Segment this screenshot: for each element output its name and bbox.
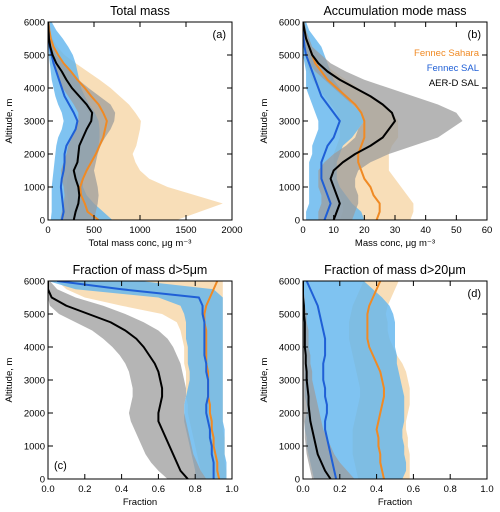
panel-label: (b) [468, 29, 481, 41]
x-tick-label: 30 [390, 225, 401, 236]
y-tick-label: 5000 [279, 310, 300, 321]
y-axis-label: Altitude, m [4, 357, 15, 402]
panel-label: (a) [213, 29, 226, 41]
y-axis-label: Altitude, m [259, 357, 270, 402]
plot-area [303, 281, 410, 479]
y-tick-label: 1000 [24, 442, 45, 453]
x-tick-label: 0.2 [333, 484, 346, 495]
x-tick-label: 0.2 [78, 484, 91, 495]
y-tick-label: 6000 [279, 18, 300, 29]
y-tick-label: 3000 [279, 376, 300, 387]
x-tick-label: 20 [359, 225, 370, 236]
panel-title: Accumulation mode mass [323, 4, 466, 18]
panel-label: (c) [54, 460, 67, 472]
x-tick-label: 2000 [221, 225, 242, 236]
y-tick-label: 4000 [24, 343, 45, 354]
legend-item-aer: AER-D SAL [429, 78, 479, 89]
y-tick-label: 1000 [279, 183, 300, 194]
median-line-aer [303, 22, 396, 220]
range-band-aer [48, 22, 116, 220]
panel-a: Total mass 0 500 1000 1500 2000 0 1000 2000 3000 4… [4, 4, 243, 249]
panel-label: (d) [468, 288, 481, 300]
x-tick-label: 1500 [175, 225, 196, 236]
y-tick-label: 3000 [24, 376, 45, 387]
legend-item-sal: Fennec SAL [427, 63, 479, 74]
y-tick-label: 1000 [24, 183, 45, 194]
y-tick-label: 0 [295, 216, 300, 227]
x-axis-label: Mass conc, μg m⁻³ [355, 238, 435, 249]
panel-title: Fraction of mass d>20μm [324, 263, 466, 277]
x-tick-label: 40 [420, 225, 431, 236]
panel-b: Accumulation mode mass 0 10 20 30 40 50 60 0 1000… [259, 4, 492, 249]
panel-title: Total mass [110, 4, 170, 18]
x-tick-label: 0 [300, 225, 305, 236]
y-tick-label: 5000 [279, 51, 300, 62]
x-tick-label: 10 [328, 225, 339, 236]
panel-d: Fraction of mass d>20μm 0.0 0.2 0.4 0.6 0.8 1.… [259, 263, 494, 508]
x-axis-label: Fraction [378, 497, 412, 508]
x-tick-label: 0.8 [444, 484, 457, 495]
range-band-sahara [57, 281, 227, 479]
y-tick-label: 6000 [24, 18, 45, 29]
x-tick-label: 60 [482, 225, 493, 236]
median-line-sahara [366, 281, 385, 479]
x-tick-label: 0.0 [41, 484, 54, 495]
y-tick-label: 0 [295, 475, 300, 486]
y-tick-label: 1000 [279, 442, 300, 453]
panel-title: Fraction of mass d>5μm [73, 263, 208, 277]
range-band-aer [303, 22, 463, 220]
x-tick-label: 50 [451, 225, 462, 236]
x-tick-label: 0.6 [407, 484, 420, 495]
x-axis-label: Fraction [123, 497, 157, 508]
y-tick-label: 2000 [24, 409, 45, 420]
range-band-aer [48, 281, 207, 479]
x-tick-label: 0.6 [152, 484, 165, 495]
y-tick-label: 0 [40, 475, 45, 486]
plot-area [303, 22, 463, 220]
x-axis-label: Total mass conc, μg m⁻³ [89, 238, 192, 249]
median-line-sal [57, 281, 215, 479]
y-tick-label: 5000 [24, 51, 45, 62]
y-tick-label: 2000 [279, 409, 300, 420]
y-tick-label: 6000 [279, 277, 300, 288]
plot-area [48, 281, 227, 479]
panel-c: Fraction of mass d>5μm 0.0 0.2 0.4 0.6 0.8 1.0… [4, 263, 239, 508]
y-axis-label: Altitude, m [4, 98, 15, 143]
x-tick-label: 0.0 [296, 484, 309, 495]
y-tick-label: 4000 [24, 84, 45, 95]
y-tick-label: 3000 [279, 117, 300, 128]
x-tick-label: 500 [86, 225, 102, 236]
y-tick-label: 4000 [279, 343, 300, 354]
y-tick-label: 2000 [279, 150, 300, 161]
y-tick-label: 5000 [24, 310, 45, 321]
y-tick-label: 3000 [24, 117, 45, 128]
y-axis-label: Altitude, m [259, 98, 270, 143]
legend: Fennec Sahara Fennec SAL AER-D SAL [414, 48, 480, 89]
median-line-aer [48, 281, 189, 479]
x-tick-label: 0.8 [189, 484, 202, 495]
median-line-sal [305, 281, 338, 479]
median-line-sahara [48, 22, 108, 220]
y-tick-label: 2000 [24, 150, 45, 161]
range-band-sal [303, 281, 407, 479]
y-tick-label: 6000 [24, 277, 45, 288]
x-tick-label: 0.4 [370, 484, 383, 495]
y-tick-label: 0 [40, 216, 45, 227]
x-tick-label: 1.0 [225, 484, 238, 495]
x-tick-label: 0 [45, 225, 50, 236]
range-band-aer [303, 281, 355, 479]
y-tick-label: 4000 [279, 84, 300, 95]
x-tick-label: 0.4 [115, 484, 128, 495]
x-tick-label: 1.0 [480, 484, 493, 495]
x-tick-label: 1000 [129, 225, 150, 236]
legend-item-sahara: Fennec Sahara [414, 48, 480, 59]
plot-area [48, 22, 223, 220]
